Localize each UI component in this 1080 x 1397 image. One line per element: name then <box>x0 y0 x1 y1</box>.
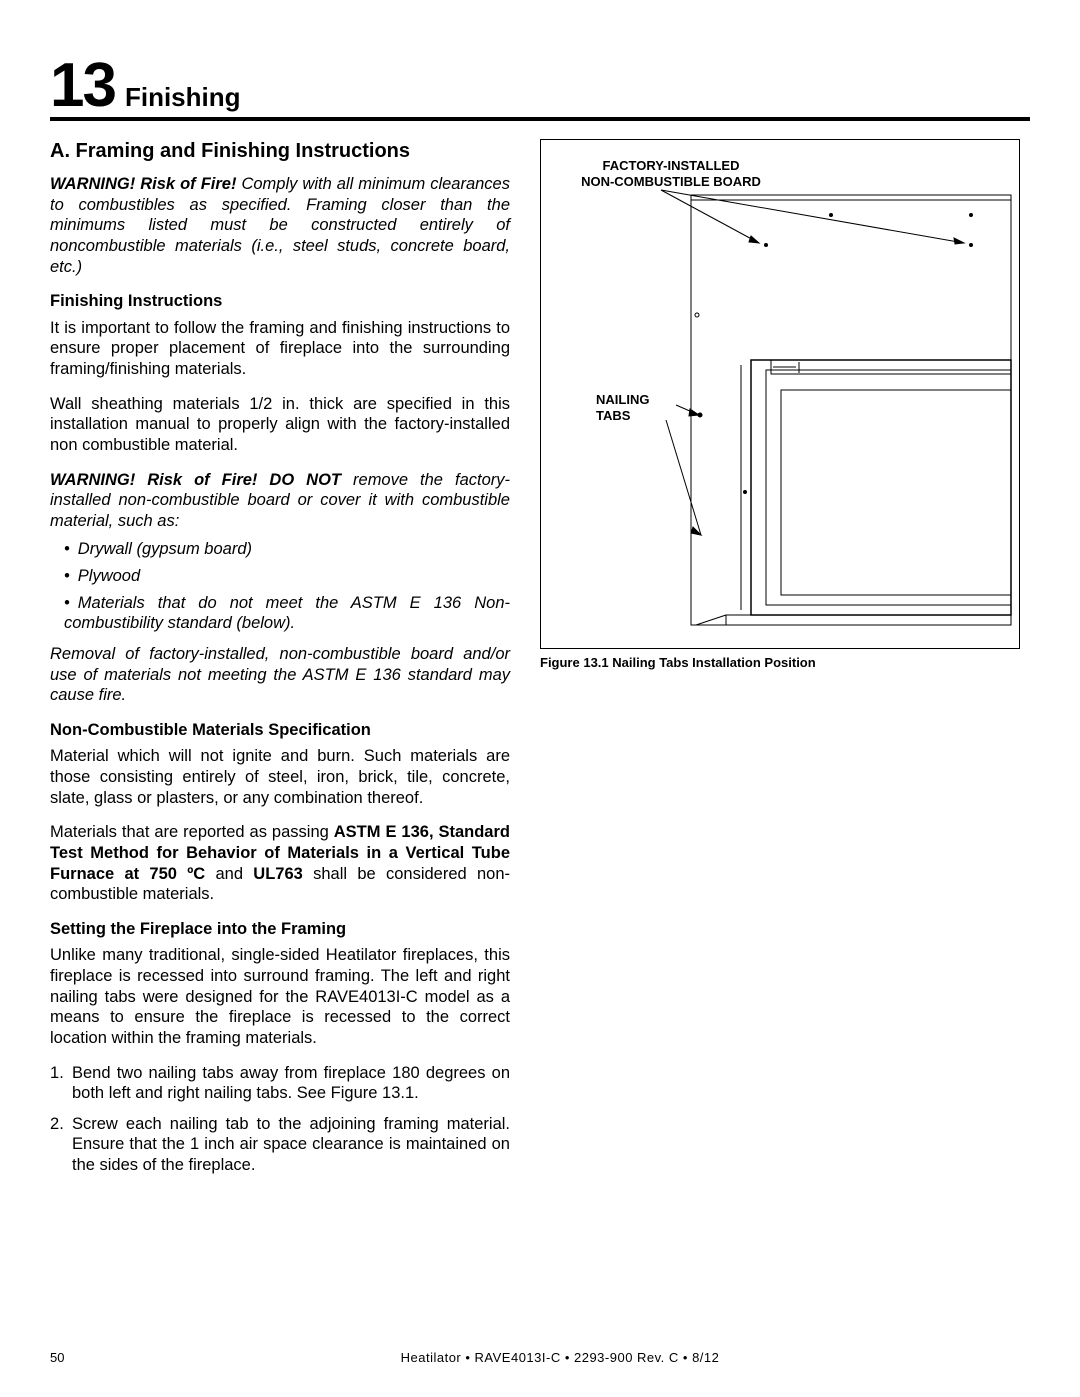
para-3: Material which will not ignite and burn.… <box>50 746 510 808</box>
warning-2: WARNING! Risk of Fire! DO NOT remove the… <box>50 470 510 532</box>
bullet-1: Drywall (gypsum board) <box>64 539 510 560</box>
step-2: Screw each nailing tab to the adjoining … <box>50 1114 510 1176</box>
para4-bold2: UL763 <box>253 865 303 883</box>
bullet-3: Materials that do not meet the ASTM E 13… <box>64 593 510 634</box>
page-number: 50 <box>50 1350 90 1365</box>
para-4: Materials that are reported as passing A… <box>50 822 510 905</box>
para-2: Wall sheathing materials 1/2 in. thick a… <box>50 394 510 456</box>
two-column-layout: A. Framing and Finishing Instructions WA… <box>50 139 1030 1186</box>
warning-1-lead: WARNING! Risk of Fire! <box>50 175 236 193</box>
section-heading: A. Framing and Finishing Instructions <box>50 139 510 164</box>
subhead-finishing: Finishing Instructions <box>50 291 510 312</box>
step-1: Bend two nailing tabs away from fireplac… <box>50 1063 510 1104</box>
warning-2-lead: WARNING! Risk of Fire! DO NOT <box>50 471 341 489</box>
page-footer: 50 Heatilator • RAVE4013I-C • 2293-900 R… <box>50 1350 1030 1365</box>
para4-mid: and <box>205 865 253 883</box>
right-column: FACTORY-INSTALLED NON-COMBUSTIBLE BOARD … <box>540 139 1030 1186</box>
chapter-header: 13 Finishing <box>50 55 1030 121</box>
bullet-2: Plywood <box>64 566 510 587</box>
left-column: A. Framing and Finishing Instructions WA… <box>50 139 510 1186</box>
figure-label-side: NAILING TABS <box>596 392 649 423</box>
para-1: It is important to follow the framing an… <box>50 318 510 380</box>
chapter-number: 13 <box>50 55 115 117</box>
figure-13-1: FACTORY-INSTALLED NON-COMBUSTIBLE BOARD … <box>540 139 1020 649</box>
chapter-title: Finishing <box>125 82 241 113</box>
figure-caption: Figure 13.1 Nailing Tabs Installation Po… <box>540 655 1030 670</box>
bullet-list: Drywall (gypsum board) Plywood Materials… <box>64 539 510 634</box>
footer-text: Heatilator • RAVE4013I-C • 2293-900 Rev.… <box>90 1350 1030 1365</box>
subhead-noncombustible: Non-Combustible Materials Specification <box>50 720 510 741</box>
figure-label-top: FACTORY-INSTALLED NON-COMBUSTIBLE BOARD <box>571 158 771 189</box>
subhead-setting: Setting the Fireplace into the Framing <box>50 919 510 940</box>
para4-pre: Materials that are reported as passing <box>50 823 334 841</box>
warning-1: WARNING! Risk of Fire! Comply with all m… <box>50 174 510 277</box>
para-5: Unlike many traditional, single-sided He… <box>50 945 510 1048</box>
italic-removal-para: Removal of factory-installed, non-combus… <box>50 644 510 706</box>
numbered-steps: Bend two nailing tabs away from fireplac… <box>50 1063 510 1176</box>
